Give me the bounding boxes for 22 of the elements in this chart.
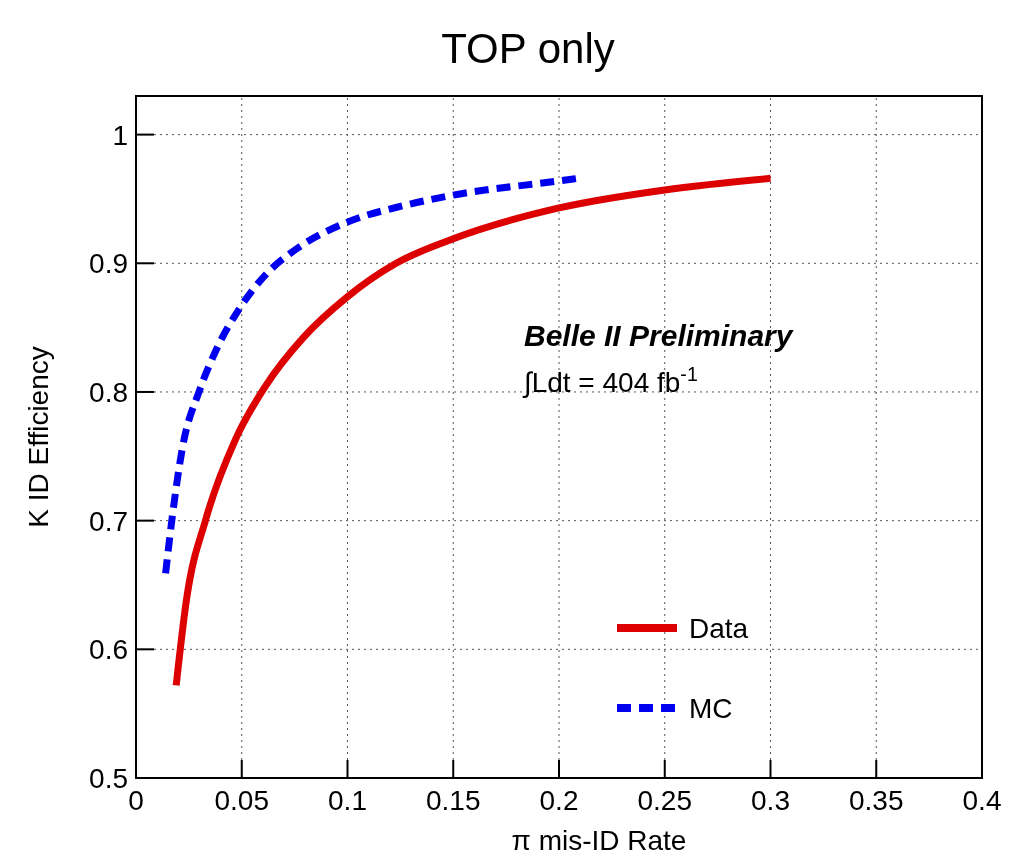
y-tick-label: 0.9 [89, 248, 128, 280]
x-tick-label: 0.4 [962, 785, 1002, 816]
x-tick-label: 0.35 [849, 785, 904, 816]
annotation: Belle II Preliminary [524, 318, 794, 352]
y-tick-label: 0.7 [89, 505, 128, 537]
legend-label: Data [689, 613, 749, 644]
x-tick-label: 0.25 [637, 785, 692, 816]
legend-label: MC [689, 693, 733, 724]
x-tick-label: 0.05 [214, 785, 269, 816]
x-axis-title: π mis-ID Rate [511, 825, 687, 856]
y-tick-label: 1 [112, 119, 128, 151]
x-tick-label: 0.2 [539, 785, 579, 816]
y-tick-label: 0.8 [89, 376, 128, 408]
x-tick-label: 0.15 [426, 785, 481, 816]
y-axis-title: K ID Efficiency [23, 346, 54, 528]
y-tick-label: 0.6 [89, 634, 128, 666]
chart-title: TOP only [441, 25, 615, 72]
x-tick-label: 0.3 [751, 785, 790, 816]
x-tick-label: 0.1 [328, 785, 367, 816]
y-tick-label: 0.5 [89, 763, 128, 794]
annotation: ∫Ldt = 404 fb$^{-1}$ [522, 362, 698, 398]
x-tick-label: 0 [128, 785, 144, 816]
